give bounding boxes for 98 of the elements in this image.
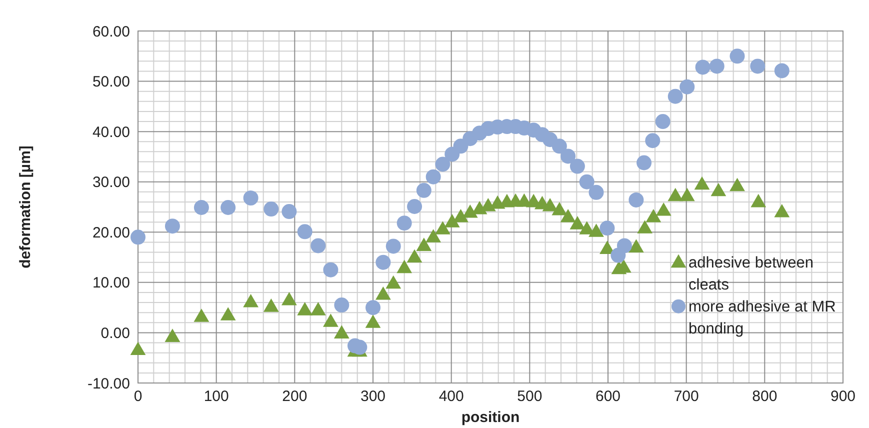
point [194,200,209,215]
point [416,238,432,251]
point [645,133,660,148]
point [444,214,460,228]
point [164,328,180,342]
point [656,202,672,216]
point [365,314,381,328]
point [694,176,710,190]
point [375,286,391,300]
point [472,200,488,214]
point [730,48,745,64]
y-tick-label: 50.00 [92,74,130,91]
y-tick-label: 0.00 [100,324,130,342]
point [637,220,653,234]
point [130,230,146,245]
point [243,190,258,206]
point [462,204,478,218]
point [552,202,568,216]
point [588,184,604,200]
point [552,138,567,154]
point [750,194,766,208]
point [750,58,766,74]
point [220,200,236,215]
point [426,229,442,242]
point [600,240,615,254]
point [396,260,412,274]
point [679,188,695,202]
x-tick-label: 700 [674,388,699,405]
point [416,182,432,198]
y-tick-label: 30.00 [92,174,130,192]
point [386,238,401,254]
x-tick-label: 200 [282,388,308,405]
x-tick-label: 500 [517,388,542,405]
point [263,298,279,312]
point [310,238,326,254]
point [646,209,662,222]
x-tick-label: 300 [360,388,386,405]
x-axis-title: position [461,409,520,426]
point [579,174,594,190]
point [407,199,422,214]
point [668,88,683,104]
point [220,307,236,320]
point [310,302,326,316]
point [453,209,468,222]
point [560,209,576,222]
point [264,202,279,216]
point [588,224,604,237]
point [297,224,312,240]
point [628,192,644,208]
y-tick-label: 20.00 [92,224,130,242]
point [130,342,146,356]
point [570,158,585,174]
x-tick-label: 600 [595,388,621,405]
point [435,221,450,234]
point [406,249,422,263]
point [710,182,726,196]
point [435,156,450,172]
point [282,204,297,220]
point [386,275,402,289]
point [243,294,258,308]
point [570,216,586,230]
y-axis-title: deformation [µm] [17,146,34,268]
point [774,204,790,218]
point [323,262,338,278]
point [194,308,210,322]
point [774,63,790,78]
y-tick-label: 40.00 [92,124,130,141]
point [542,198,558,212]
point [164,218,180,234]
y-tick-label: 60.00 [92,23,130,40]
legend-label: more adhesive at MR bonding [688,298,836,338]
point [616,238,632,254]
point [297,302,313,316]
point [636,155,652,170]
x-tick-label: 0 [134,388,142,405]
point [709,58,724,74]
x-tick-label: 800 [752,388,778,405]
point [334,298,350,313]
point [334,325,350,338]
y-tick-label: -10.00 [87,375,130,392]
point [366,300,380,316]
point [560,148,576,164]
x-tick-label: 100 [204,388,229,405]
point [668,188,684,202]
point [376,254,391,270]
point [323,314,338,327]
point [281,292,297,306]
x-tick-label: 400 [438,388,464,405]
point [655,114,670,129]
point [695,60,710,75]
point [600,220,615,236]
point [680,79,695,94]
point [730,178,745,192]
point [628,239,644,252]
point [426,169,441,184]
point [396,216,412,231]
x-tick-label: 900 [830,388,856,405]
y-tick-label: 10.00 [92,274,130,292]
